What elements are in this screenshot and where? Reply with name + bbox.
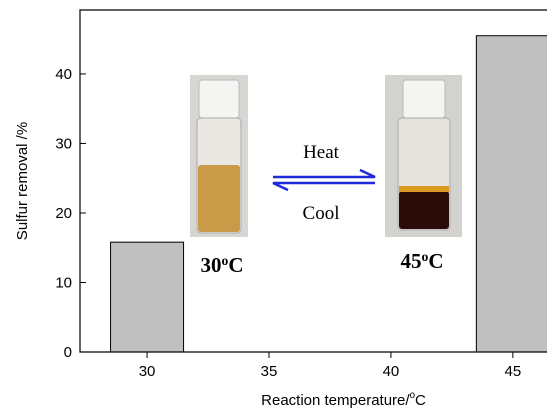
y-axis-label: Sulfur removal /% — [14, 122, 31, 240]
y-tick-label: 30 — [55, 135, 72, 152]
y-tick-label: 10 — [55, 274, 72, 291]
x-axis-label: Reaction temperature/oC — [261, 390, 426, 409]
x-tick-label: 30 — [139, 363, 156, 380]
bar — [476, 36, 547, 352]
equilibrium-arrows — [273, 170, 375, 190]
x-axis-label-text: Reaction temperature/ — [261, 392, 410, 409]
y-tick-label: 40 — [55, 66, 72, 83]
annotation-tail: C — [428, 249, 443, 273]
annotation: Cool — [303, 203, 340, 224]
y-tick-label: 20 — [55, 205, 72, 222]
annotation-tail: C — [228, 253, 243, 277]
annotation-text: Heat — [303, 142, 340, 163]
vial-photo-solid — [190, 75, 248, 237]
annotation: 45oC — [401, 249, 444, 273]
annotation: 30oC — [201, 253, 244, 277]
y-tick-label: 0 — [64, 344, 72, 361]
chart: 0 10 20 30 40 30 35 40 45 Sulfur removal /% Reacti… — [0, 0, 547, 410]
bar — [111, 242, 184, 352]
annotation: Heat — [303, 142, 340, 163]
x-tick-label: 45 — [505, 363, 522, 380]
x-axis-label-tail: C — [415, 392, 426, 409]
annotation-text: 30 — [201, 253, 222, 277]
vial-photo-liquid — [385, 75, 462, 237]
annotation-text: 45 — [401, 249, 422, 273]
x-tick-label: 35 — [261, 363, 278, 380]
x-tick-label: 40 — [383, 363, 400, 380]
annotation-text: Cool — [303, 203, 340, 224]
